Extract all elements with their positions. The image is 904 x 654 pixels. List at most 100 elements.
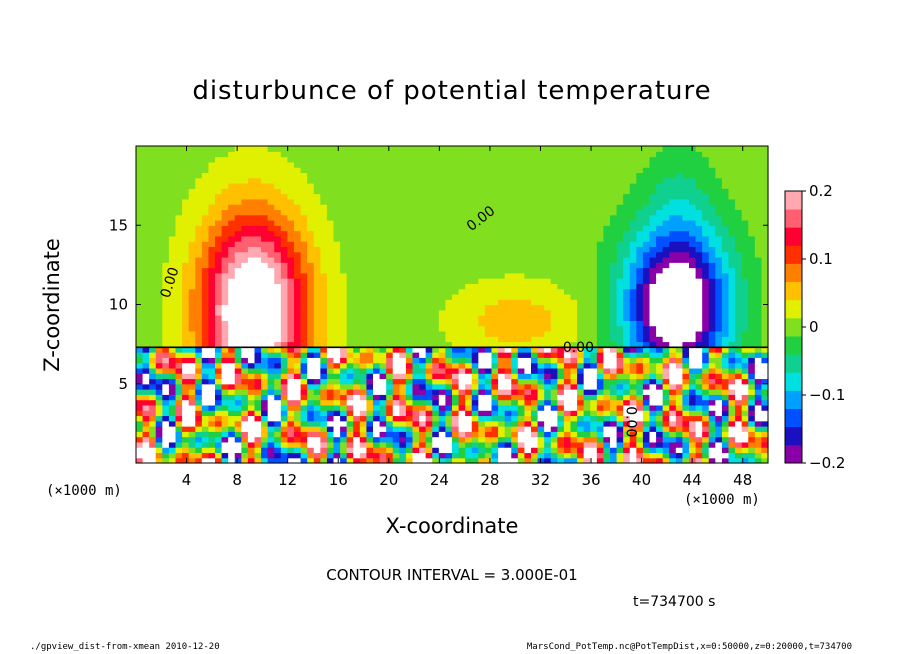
heatmap-cell — [452, 256, 460, 263]
heatmap-cell — [353, 193, 361, 200]
heatmap-cell — [590, 330, 598, 337]
heatmap-cell — [682, 420, 690, 427]
heatmap-cell — [366, 352, 374, 358]
heatmap-cell — [425, 436, 433, 443]
heatmap-cell — [511, 367, 519, 374]
heatmap-cell — [682, 436, 690, 443]
heatmap-cell — [175, 309, 183, 316]
heatmap-cell — [234, 278, 242, 284]
heatmap-cell — [195, 383, 203, 390]
heatmap-cell — [208, 251, 216, 258]
heatmap-cell — [188, 246, 196, 253]
heatmap-cell — [247, 399, 256, 406]
heatmap-cell — [596, 452, 605, 459]
heatmap-cell — [373, 309, 381, 316]
heatmap-cell — [596, 293, 605, 300]
heatmap-cell — [590, 204, 598, 210]
heatmap-cell — [155, 193, 163, 200]
heatmap-cell — [484, 188, 493, 195]
heatmap-cell — [524, 293, 532, 300]
heatmap-cell — [702, 452, 710, 459]
heatmap-cell — [320, 378, 328, 385]
heatmap-cell — [603, 441, 611, 448]
heatmap-cell — [215, 441, 223, 448]
heatmap-cell — [280, 267, 289, 274]
heatmap-cell — [425, 219, 433, 226]
heatmap-cell — [333, 283, 341, 290]
heatmap-cell — [300, 457, 308, 464]
heatmap-cell — [656, 193, 664, 200]
heatmap-cell — [623, 288, 631, 295]
heatmap-cell — [149, 241, 157, 247]
heatmap-cell — [524, 299, 532, 306]
heatmap-cell — [136, 383, 144, 390]
heatmap-cell — [498, 389, 506, 395]
heatmap-cell — [320, 399, 328, 406]
heatmap-cell — [636, 346, 644, 353]
heatmap-cell — [300, 320, 308, 327]
heatmap-cell — [326, 378, 335, 385]
heatmap-cell — [642, 441, 651, 448]
heatmap-cell — [465, 352, 473, 358]
heatmap-cell — [531, 204, 539, 210]
heatmap-cell — [715, 235, 723, 242]
heatmap-cell — [478, 209, 486, 216]
heatmap-cell — [531, 341, 539, 348]
heatmap-cell — [405, 219, 414, 226]
heatmap-cell — [735, 288, 743, 295]
heatmap-cell — [168, 272, 177, 279]
heatmap-cell — [524, 214, 532, 221]
heatmap-cell — [445, 198, 453, 205]
heatmap-cell — [136, 373, 144, 380]
heatmap-cell — [432, 204, 440, 210]
heatmap-cell — [484, 299, 493, 306]
heatmap-cell — [682, 293, 690, 300]
heatmap-cell — [340, 362, 348, 369]
heatmap-cell — [208, 209, 216, 216]
heatmap-cell — [669, 457, 677, 464]
heatmap-cell — [583, 399, 591, 406]
heatmap-cell — [267, 426, 275, 432]
heatmap-cell — [261, 357, 269, 364]
heatmap-cell — [583, 341, 591, 348]
heatmap-cell — [366, 394, 374, 401]
heatmap-cell — [524, 457, 532, 464]
heatmap-cell — [142, 341, 150, 348]
heatmap-cell — [669, 431, 677, 438]
heatmap-cell — [162, 272, 170, 279]
heatmap-cell — [754, 204, 763, 210]
heatmap-cell — [550, 267, 558, 274]
heatmap-cell — [603, 198, 611, 205]
heatmap-cell — [136, 209, 144, 216]
heatmap-cell — [603, 204, 611, 210]
heatmap-cell — [675, 188, 684, 195]
heatmap-cell — [307, 204, 315, 210]
heatmap-cell — [405, 225, 414, 232]
heatmap-cell — [544, 241, 552, 247]
heatmap-cell — [544, 251, 552, 258]
heatmap-cell — [425, 188, 433, 195]
heatmap-cell — [537, 278, 545, 284]
heatmap-cell — [208, 288, 216, 295]
heatmap-cell — [517, 214, 526, 221]
heatmap-cell — [570, 246, 578, 253]
heatmap-cell — [201, 341, 210, 348]
heatmap-cell — [438, 246, 447, 253]
heatmap-cell — [682, 336, 690, 343]
heatmap-cell — [735, 251, 743, 258]
heatmap-cell — [142, 330, 150, 337]
heatmap-cell — [642, 394, 651, 401]
heatmap-cell — [373, 235, 381, 242]
heatmap-cell — [432, 341, 440, 348]
heatmap-cell — [353, 330, 361, 337]
heatmap-cell — [748, 325, 756, 332]
heatmap-cell — [142, 283, 150, 290]
heatmap-cell — [517, 346, 526, 353]
heatmap-cell — [241, 235, 249, 242]
heatmap-cell — [366, 415, 374, 422]
heatmap-cell — [636, 441, 644, 448]
heatmap-cell — [366, 378, 374, 385]
heatmap-cell — [405, 362, 414, 369]
heatmap-cell — [274, 262, 282, 269]
heatmap-cell — [432, 251, 440, 258]
